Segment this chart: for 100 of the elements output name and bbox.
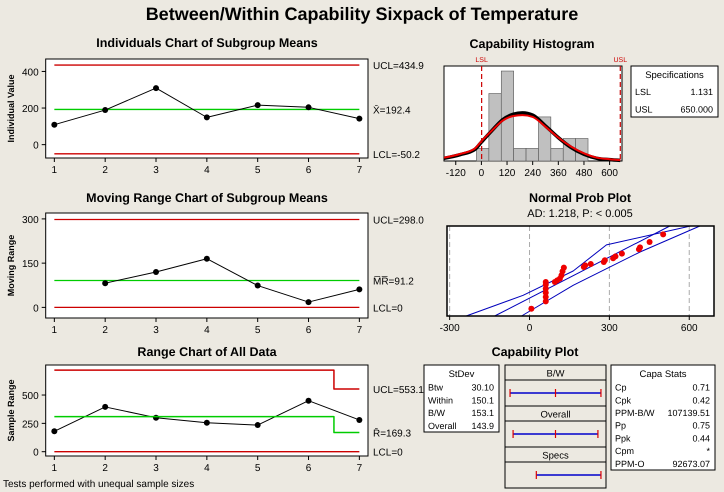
text: 30.10	[471, 382, 494, 393]
point	[102, 404, 108, 410]
chart-subtitle: AD: 1.218, P: < 0.005	[527, 208, 633, 220]
text: 0.44	[692, 433, 710, 444]
point	[528, 306, 534, 312]
x-tick-label: 5	[254, 165, 261, 176]
text: Overall	[428, 420, 457, 431]
text: Between/Within Capability Sixpack of Temperature	[146, 4, 578, 24]
point	[153, 268, 160, 275]
text: 1.131	[690, 87, 713, 98]
x-tick-label: -120	[446, 168, 466, 179]
point	[618, 250, 625, 257]
y-axis-title: Moving Range	[6, 234, 16, 296]
text: Ppk	[615, 433, 632, 444]
chart-title: Moving Range Chart of Subgroup Means	[86, 191, 328, 205]
chart-title: Normal Prob Plot	[528, 191, 632, 205]
point	[356, 286, 362, 292]
text: Capability Plot	[492, 345, 580, 359]
text: Overall	[540, 410, 571, 420]
text: PPM-O	[615, 458, 645, 469]
x-tick-label: 360	[550, 168, 568, 179]
y-axis-title: Individual Value	[6, 74, 16, 143]
y-tick-label: 500	[22, 391, 40, 402]
x-tick-label: 2	[102, 165, 108, 176]
x-tick-label: 3	[153, 325, 160, 336]
point	[102, 280, 108, 286]
x-tick-label: 4	[204, 463, 210, 474]
text: Btw	[428, 382, 444, 393]
y-tick-label: 400	[22, 67, 40, 78]
text: Tests performed with unequal sample sizes	[3, 479, 194, 490]
point	[51, 428, 58, 434]
text: 150.1	[471, 395, 494, 406]
point	[646, 239, 653, 246]
chart-title: Range Chart of All Data	[137, 345, 278, 359]
point	[306, 398, 312, 404]
x-tick-label: 240	[524, 168, 542, 179]
ref-line-label: X̄=192.4	[373, 104, 411, 116]
text: StDev	[448, 369, 475, 380]
point	[153, 85, 160, 92]
x-tick-label: 3	[153, 463, 160, 474]
x-tick-label: 300	[601, 323, 618, 334]
x-tick-label: 3	[153, 165, 160, 176]
x-tick-label: 0	[478, 168, 485, 179]
x-tick-label: 4	[204, 325, 210, 336]
y-tick-label: 200	[22, 104, 40, 116]
x-tick-label: 600	[680, 323, 698, 334]
point	[306, 299, 312, 306]
text: 107139.51	[667, 408, 710, 418]
text: 153.1	[471, 408, 494, 418]
point	[612, 253, 619, 260]
x-tick-label: 7	[356, 165, 363, 176]
y-tick-label: 150	[22, 259, 40, 270]
ref-line-label: UCL=298.0	[373, 215, 424, 226]
point	[204, 420, 210, 426]
chart-title: Individuals Chart of Subgroup Means	[96, 36, 318, 50]
text: 143.9	[471, 420, 494, 431]
x-tick-label: 6	[306, 165, 312, 176]
x-tick-label: 1	[52, 325, 58, 336]
text: 650.000	[680, 104, 713, 115]
text: 0.71	[692, 382, 710, 393]
ref-line-label: M̅R̅=91.2	[373, 276, 414, 288]
ref-line-label: LCL=0	[373, 303, 404, 314]
text: Pp	[615, 420, 626, 431]
text: Specs	[542, 450, 569, 462]
point	[204, 256, 210, 262]
text: Cp	[615, 382, 627, 393]
text: 0.75	[692, 420, 710, 431]
text: 92673.07	[672, 458, 710, 469]
x-tick-label: 1	[52, 463, 58, 474]
x-tick-label: 5	[254, 325, 261, 336]
text: Within	[428, 395, 454, 406]
x-tick-label: 600	[601, 168, 618, 179]
point	[560, 264, 567, 271]
point	[254, 282, 261, 289]
x-tick-label: 7	[356, 325, 363, 336]
x-tick-label: 0	[526, 323, 533, 334]
x-tick-label: 7	[356, 463, 363, 474]
x-tick-label: 120	[498, 168, 516, 179]
text: Cpk	[615, 395, 632, 406]
x-tick-label: 2	[102, 463, 108, 474]
ref-line-label: UCL=434.9	[373, 61, 424, 72]
text: B/W	[546, 368, 564, 380]
x-tick-label: -300	[440, 323, 460, 334]
point	[254, 102, 261, 108]
ref-line-label: LCL=-50.2	[373, 150, 420, 161]
text: 0.42	[692, 395, 710, 406]
y-tick-label: 0	[33, 303, 40, 314]
x-tick-label: 4	[204, 165, 210, 176]
point	[102, 107, 108, 114]
text: B/W	[428, 408, 446, 418]
point	[306, 104, 312, 110]
point	[356, 416, 362, 423]
y-tick-label: 250	[22, 419, 40, 430]
text: Specifications	[645, 70, 704, 81]
text: USL	[635, 104, 653, 115]
x-tick-label: 6	[306, 463, 312, 474]
point	[204, 114, 210, 120]
text: LSL	[635, 87, 652, 98]
y-tick-label: 300	[22, 214, 40, 226]
ref-line-label: LCL=0	[373, 448, 404, 459]
